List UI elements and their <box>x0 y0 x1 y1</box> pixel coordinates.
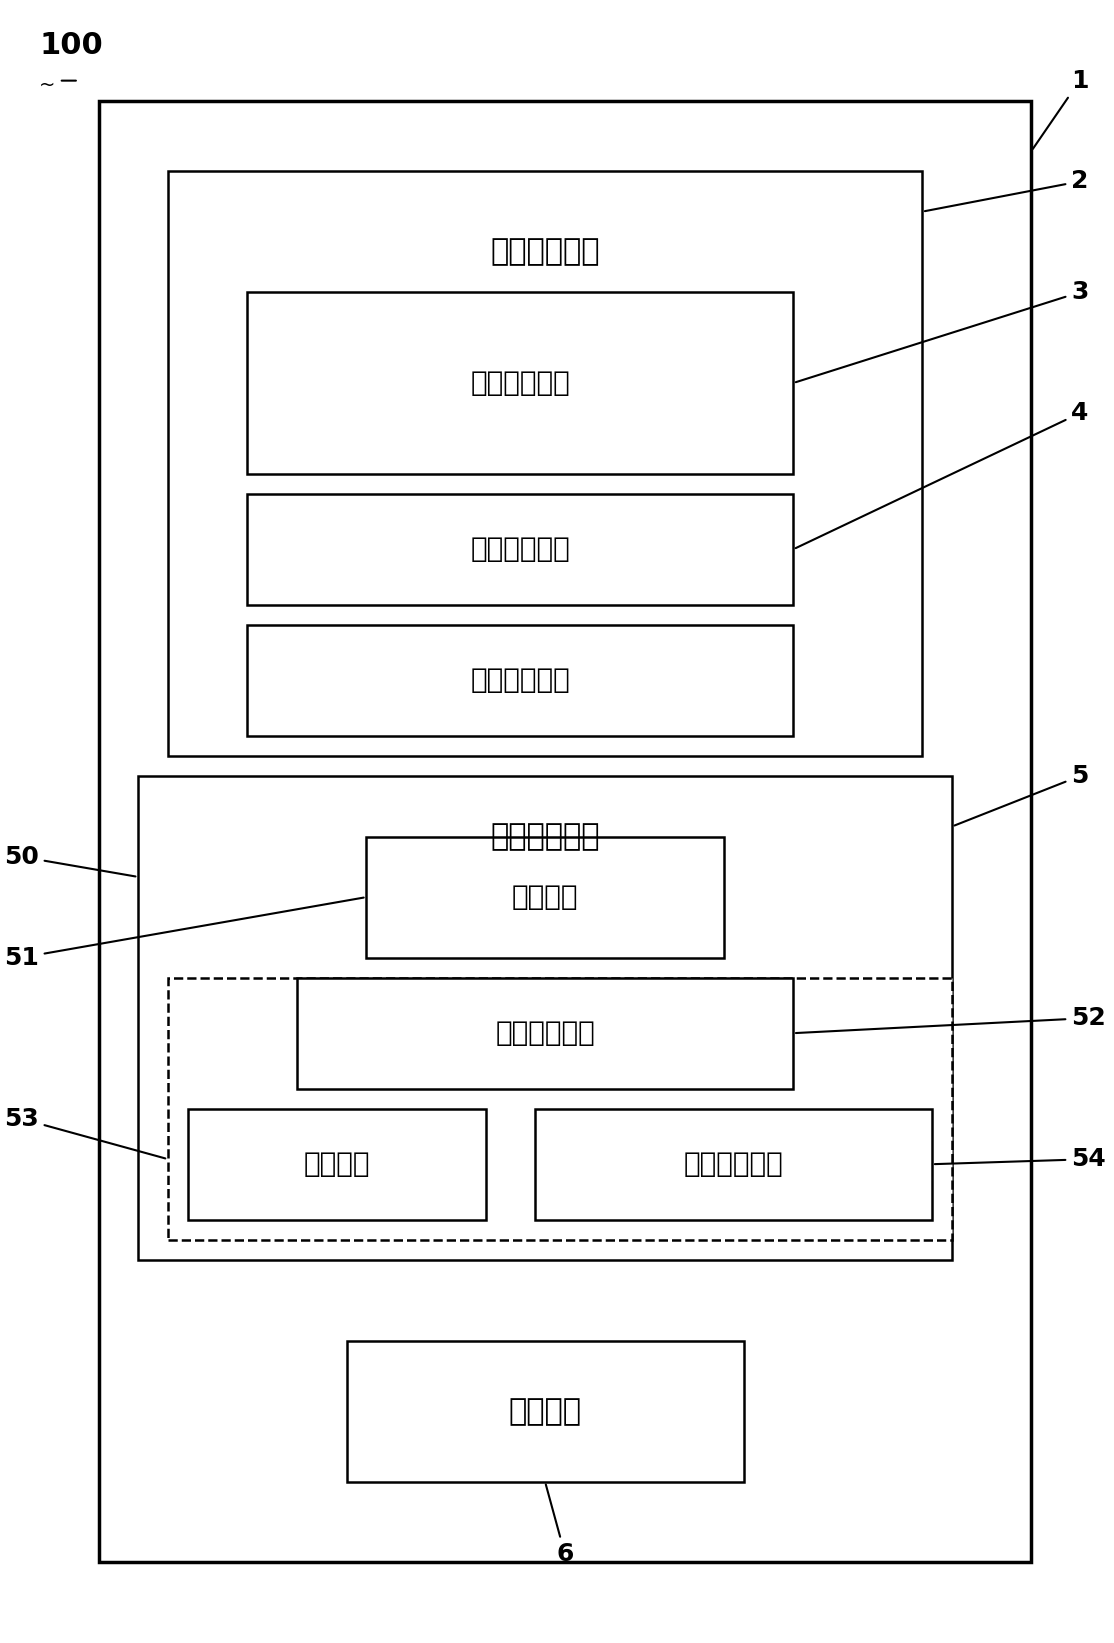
Text: 3: 3 <box>795 281 1088 383</box>
Text: 图像处理装置: 图像处理装置 <box>470 667 570 695</box>
Text: 51: 51 <box>4 897 364 969</box>
Text: 参考标记单元: 参考标记单元 <box>684 1150 783 1178</box>
FancyBboxPatch shape <box>247 495 793 605</box>
FancyBboxPatch shape <box>367 836 724 958</box>
Text: 50: 50 <box>4 845 136 876</box>
Text: 2: 2 <box>925 169 1088 212</box>
FancyBboxPatch shape <box>297 978 793 1089</box>
FancyBboxPatch shape <box>247 624 793 736</box>
FancyBboxPatch shape <box>247 292 793 473</box>
Text: 53: 53 <box>4 1107 165 1158</box>
FancyBboxPatch shape <box>168 978 951 1240</box>
Text: 54: 54 <box>935 1147 1106 1171</box>
Text: 操纵单元: 操纵单元 <box>303 1150 370 1178</box>
Text: 充电装置: 充电装置 <box>509 1397 582 1426</box>
Text: ~: ~ <box>39 76 56 95</box>
FancyBboxPatch shape <box>535 1109 932 1219</box>
Text: 100: 100 <box>39 31 102 61</box>
Text: 路径规划装置: 路径规划装置 <box>490 822 599 851</box>
FancyBboxPatch shape <box>346 1341 743 1482</box>
Text: 图像存储装置: 图像存储装置 <box>470 536 570 564</box>
Text: 数据处理单元: 数据处理单元 <box>496 1019 595 1047</box>
FancyBboxPatch shape <box>168 171 922 756</box>
Text: 5: 5 <box>955 764 1088 825</box>
FancyBboxPatch shape <box>188 1109 486 1219</box>
Text: 52: 52 <box>795 1006 1106 1033</box>
Text: 4: 4 <box>795 401 1088 549</box>
Text: 1: 1 <box>1033 69 1088 150</box>
Text: 6: 6 <box>546 1484 574 1566</box>
Text: 图像采集装置: 图像采集装置 <box>470 370 570 398</box>
FancyBboxPatch shape <box>138 775 951 1260</box>
FancyBboxPatch shape <box>98 100 1032 1562</box>
Text: 自动工作装置: 自动工作装置 <box>490 238 599 266</box>
Text: 显示单元: 显示单元 <box>511 882 578 912</box>
